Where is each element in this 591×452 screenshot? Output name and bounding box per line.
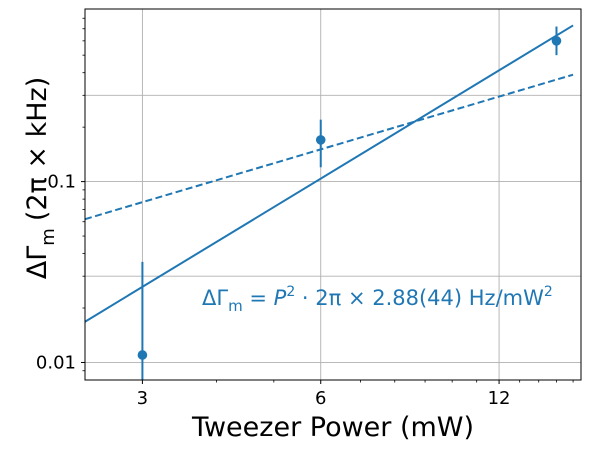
y-axis-label-sub: m — [38, 228, 59, 246]
annotation-rhs-exp: 2 — [544, 284, 553, 300]
x-tick-label: 6 — [315, 388, 326, 409]
y-axis-label: ΔΓm (2π × kHz) — [22, 77, 59, 279]
annotation-lhs: ΔΓ — [202, 286, 228, 310]
tick-labels: 3 6 12 0.01 0.1 — [36, 172, 511, 409]
y-axis-label-main: ΔΓ — [22, 246, 53, 280]
data-point — [315, 135, 326, 145]
plot-frame — [84, 8, 582, 381]
x-axis-label: Tweezer Power (mW) — [191, 412, 474, 443]
annotation-lhs-sub: m — [228, 297, 243, 315]
fit-line-solid — [84, 24, 574, 323]
fit-lines — [84, 24, 574, 323]
annotation-eq: = — [243, 286, 274, 310]
y-tick-label: 0.01 — [36, 352, 76, 373]
data-point — [551, 36, 562, 46]
annotation-rhs: · 2π × 2.88(44) Hz/mW — [295, 286, 544, 310]
y-axis-label-unit: (2π × kHz) — [22, 77, 53, 221]
data-points — [137, 36, 562, 360]
x-tick-label: 3 — [137, 388, 148, 409]
fit-line-dashed — [84, 73, 574, 221]
y-tick-label: 0.1 — [47, 172, 76, 193]
fit-annotation: ΔΓm = P2 · 2π × 2.88(44) Hz/mW2 — [202, 284, 553, 315]
x-tick-label: 12 — [488, 388, 511, 409]
data-point — [137, 350, 148, 360]
annotation-var: P — [274, 286, 287, 310]
major-ticks — [81, 181, 500, 384]
annotation-exp: 2 — [286, 284, 295, 300]
